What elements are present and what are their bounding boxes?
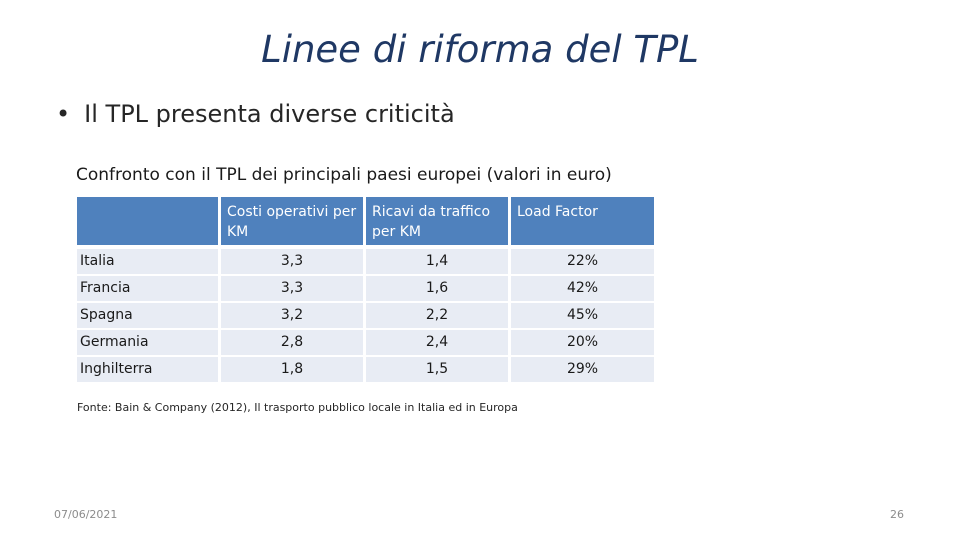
cell-revenues: 1,4: [366, 245, 511, 274]
cell-costs: 2,8: [221, 328, 366, 355]
cell-costs: 3,2: [221, 301, 366, 328]
bullet-text: Il TPL presenta diverse criticità: [84, 100, 455, 128]
table-row: Spagna 3,2 2,2 45%: [77, 301, 654, 328]
cell-costs: 1,8: [221, 355, 366, 382]
cell-revenues: 2,4: [366, 328, 511, 355]
table-row: Francia 3,3 1,6 42%: [77, 274, 654, 301]
page-number: 26: [890, 508, 904, 521]
slide-date: 07/06/2021: [54, 508, 118, 521]
bullet-icon: •: [56, 100, 71, 128]
cell-costs: 3,3: [221, 274, 366, 301]
cell-load-factor: 22%: [511, 245, 654, 274]
cell-revenues: 2,2: [366, 301, 511, 328]
cell-country: Italia: [77, 245, 221, 274]
cell-country: Francia: [77, 274, 221, 301]
slide-title: Linee di riforma del TPL: [261, 28, 699, 71]
source-note: Fonte: Bain & Company (2012), Il traspor…: [77, 401, 518, 414]
cell-country: Germania: [77, 328, 221, 355]
cell-costs: 3,3: [221, 245, 366, 274]
cell-country: Spagna: [77, 301, 221, 328]
cell-load-factor: 29%: [511, 355, 654, 382]
table-row: Italia 3,3 1,4 22%: [77, 245, 654, 274]
table-row: Inghilterra 1,8 1,5 29%: [77, 355, 654, 382]
header-cell-revenues: Ricavi da traffico per KM: [366, 197, 511, 245]
comparison-table: Costi operativi per KM Ricavi da traffic…: [77, 197, 654, 382]
header-cell-load-factor: Load Factor: [511, 197, 654, 245]
header-cell-costs: Costi operativi per KM: [221, 197, 366, 245]
cell-load-factor: 20%: [511, 328, 654, 355]
cell-revenues: 1,5: [366, 355, 511, 382]
cell-revenues: 1,6: [366, 274, 511, 301]
cell-load-factor: 42%: [511, 274, 654, 301]
bullet-point: • Il TPL presenta diverse criticità: [56, 100, 455, 128]
table-caption: Confronto con il TPL dei principali paes…: [76, 165, 612, 185]
header-cell-country: [77, 197, 221, 245]
cell-country: Inghilterra: [77, 355, 221, 382]
cell-load-factor: 45%: [511, 301, 654, 328]
table-header-row: Costi operativi per KM Ricavi da traffic…: [77, 197, 654, 245]
table-row: Germania 2,8 2,4 20%: [77, 328, 654, 355]
